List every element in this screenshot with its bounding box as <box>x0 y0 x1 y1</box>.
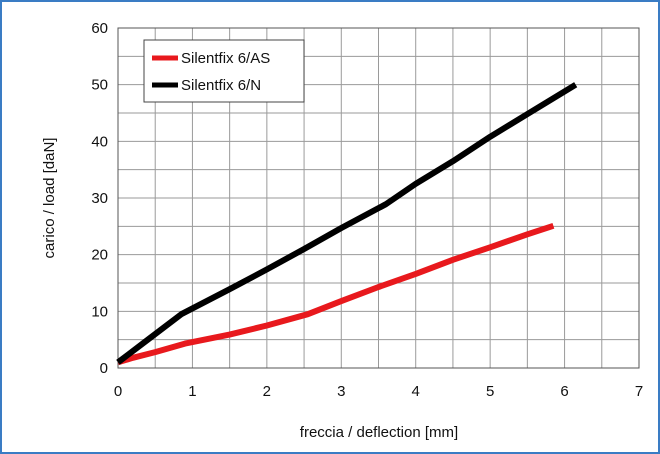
x-tick-label: 6 <box>560 383 568 400</box>
x-axis-ticks: 0 1 2 3 4 5 6 7 <box>114 383 643 400</box>
legend-box <box>143 39 305 103</box>
plot-border <box>117 27 640 369</box>
x-tick-label: 0 <box>114 383 122 400</box>
legend: Silentfix 6/AS Silentfix 6/N <box>143 39 305 103</box>
y-tick-label: 40 <box>91 133 108 150</box>
series-line-silentfix-6-n <box>116 82 578 365</box>
y-axis-title: carico / load [daN] <box>41 138 58 259</box>
x-tick-label: 1 <box>188 383 196 400</box>
y-tick-label: 30 <box>91 190 108 207</box>
y-axis-ticks: 0 10 20 30 40 50 60 <box>91 20 108 377</box>
x-tick-label: 3 <box>337 383 345 400</box>
x-tick-label: 4 <box>412 383 420 400</box>
legend-label-silentfix-6-as: Silentfix 6/AS <box>181 50 270 67</box>
y-tick-label: 20 <box>91 247 108 264</box>
y-tick-label: 50 <box>91 77 108 94</box>
series-line-silentfix-6-as <box>117 222 555 366</box>
y-tick-label: 60 <box>91 20 108 37</box>
series-lines <box>116 82 578 366</box>
x-tick-label: 5 <box>486 383 494 400</box>
y-tick-label: 10 <box>91 303 108 320</box>
y-tick-label: 0 <box>100 360 108 377</box>
legend-label-silentfix-6-n: Silentfix 6/N <box>181 77 261 94</box>
x-tick-label: 7 <box>635 383 643 400</box>
x-tick-label: 2 <box>263 383 271 400</box>
x-axis-title: freccia / deflection [mm] <box>300 424 458 441</box>
